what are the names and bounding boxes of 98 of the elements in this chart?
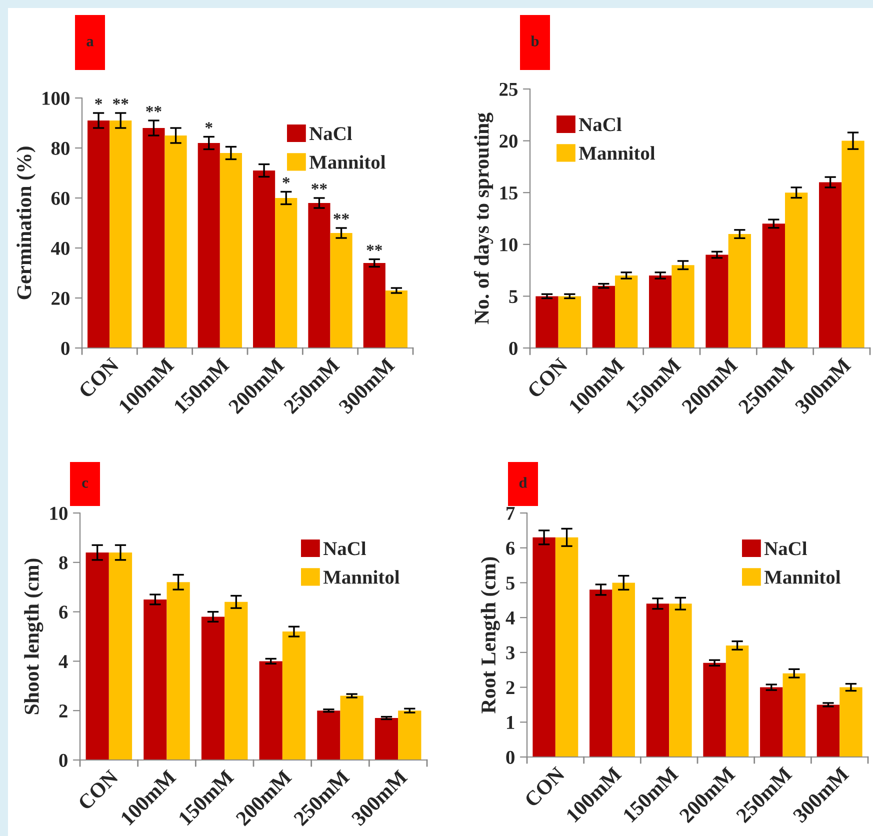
legend-label: Mannitol <box>578 146 655 160</box>
bar <box>166 582 190 760</box>
y-tick-label: 10 <box>50 506 68 520</box>
y-tick-label: 100 <box>42 92 70 105</box>
y-tick-label: 0 <box>506 750 514 764</box>
legend-label: NaCl <box>323 542 366 556</box>
chart-title: c <box>82 480 88 488</box>
bar <box>536 296 558 348</box>
y-axis-title: Shoot length (cm) <box>24 558 44 714</box>
bar <box>340 696 364 760</box>
annotation: * <box>95 98 102 105</box>
bar <box>762 224 785 348</box>
bar <box>110 120 132 348</box>
y-tick-label: 20 <box>500 134 518 148</box>
bar <box>282 632 306 760</box>
annotation: * <box>282 177 290 184</box>
y-tick-label: 8 <box>59 556 68 570</box>
y-axis-title: Root Length (cm) <box>480 557 500 714</box>
bar <box>842 140 864 348</box>
bar <box>398 710 422 760</box>
chart-title: a <box>86 39 94 46</box>
y-tick-label: 7 <box>506 507 515 520</box>
bar <box>760 687 783 757</box>
bar <box>706 254 728 348</box>
bar <box>612 582 635 757</box>
bar <box>374 718 398 760</box>
bar <box>164 136 187 348</box>
chart-title: b <box>530 36 539 46</box>
bar <box>142 128 165 348</box>
bar <box>590 590 612 757</box>
bar <box>330 233 352 348</box>
legend-label: Mannitol <box>323 570 400 584</box>
y-tick-label: 3 <box>506 646 515 660</box>
bar <box>592 286 615 348</box>
y-tick-label: 4 <box>506 612 515 624</box>
y-tick-label: 80 <box>51 142 70 155</box>
y-axis-title: No. of days to sprouting <box>474 112 494 324</box>
y-tick-label: 40 <box>51 242 70 255</box>
y-axis-title: Germination (%) <box>16 146 36 300</box>
y-tick-label: 4 <box>58 655 68 668</box>
annotation: ** <box>366 244 382 251</box>
y-tick-label: 15 <box>500 186 518 200</box>
bar <box>108 552 132 760</box>
y-tick-label: 60 <box>51 192 70 205</box>
bar <box>728 234 751 348</box>
bar <box>558 296 581 348</box>
bar <box>669 604 692 757</box>
bar <box>144 599 167 760</box>
bar <box>649 275 672 348</box>
bar <box>819 182 842 348</box>
bar <box>646 604 670 757</box>
y-tick-label: 20 <box>52 292 70 305</box>
bar <box>220 153 242 348</box>
y-tick-label: 5 <box>506 576 514 590</box>
bar <box>198 143 220 348</box>
annotation: ** <box>146 106 162 112</box>
bar <box>317 710 340 760</box>
bar <box>363 263 386 348</box>
y-tick-label: 10 <box>500 238 518 252</box>
annotation: ** <box>334 213 349 220</box>
y-tick-label: 2 <box>59 704 68 718</box>
y-tick-label: 25 <box>500 82 518 96</box>
annotation: ** <box>312 183 327 190</box>
bar <box>275 198 298 348</box>
y-tick-label: 6 <box>506 542 515 555</box>
legend-label: NaCl <box>309 126 352 140</box>
bar <box>88 120 110 348</box>
bar <box>201 616 225 760</box>
bar <box>259 661 282 760</box>
y-tick-label: 5 <box>509 290 518 304</box>
chart-title: d <box>519 477 528 488</box>
legend-label: NaCl <box>764 542 807 556</box>
y-tick-label: 6 <box>59 606 68 619</box>
annotation: ** <box>112 98 128 105</box>
bar <box>703 662 726 757</box>
legend-label: Mannitol <box>309 155 386 169</box>
bar <box>816 704 840 757</box>
y-tick-label: 0 <box>61 342 70 355</box>
legend-label: Mannitol <box>764 570 840 584</box>
legend-label: NaCl <box>578 118 622 132</box>
y-tick-label: 1 <box>507 716 514 729</box>
bar <box>253 170 276 348</box>
y-tick-label: 0 <box>509 342 518 355</box>
bar <box>782 673 806 757</box>
bar <box>86 552 109 760</box>
bar <box>555 537 578 757</box>
bar <box>385 290 408 348</box>
bar <box>672 265 694 348</box>
y-tick-label: 2 <box>506 681 514 694</box>
bar <box>532 537 556 757</box>
y-tick-label: 0 <box>59 754 68 767</box>
bar <box>224 602 248 760</box>
bar <box>308 203 330 348</box>
annotation: * <box>205 122 212 128</box>
bar <box>615 275 638 348</box>
bar <box>726 645 749 757</box>
bar <box>840 687 862 757</box>
bar <box>785 192 808 348</box>
